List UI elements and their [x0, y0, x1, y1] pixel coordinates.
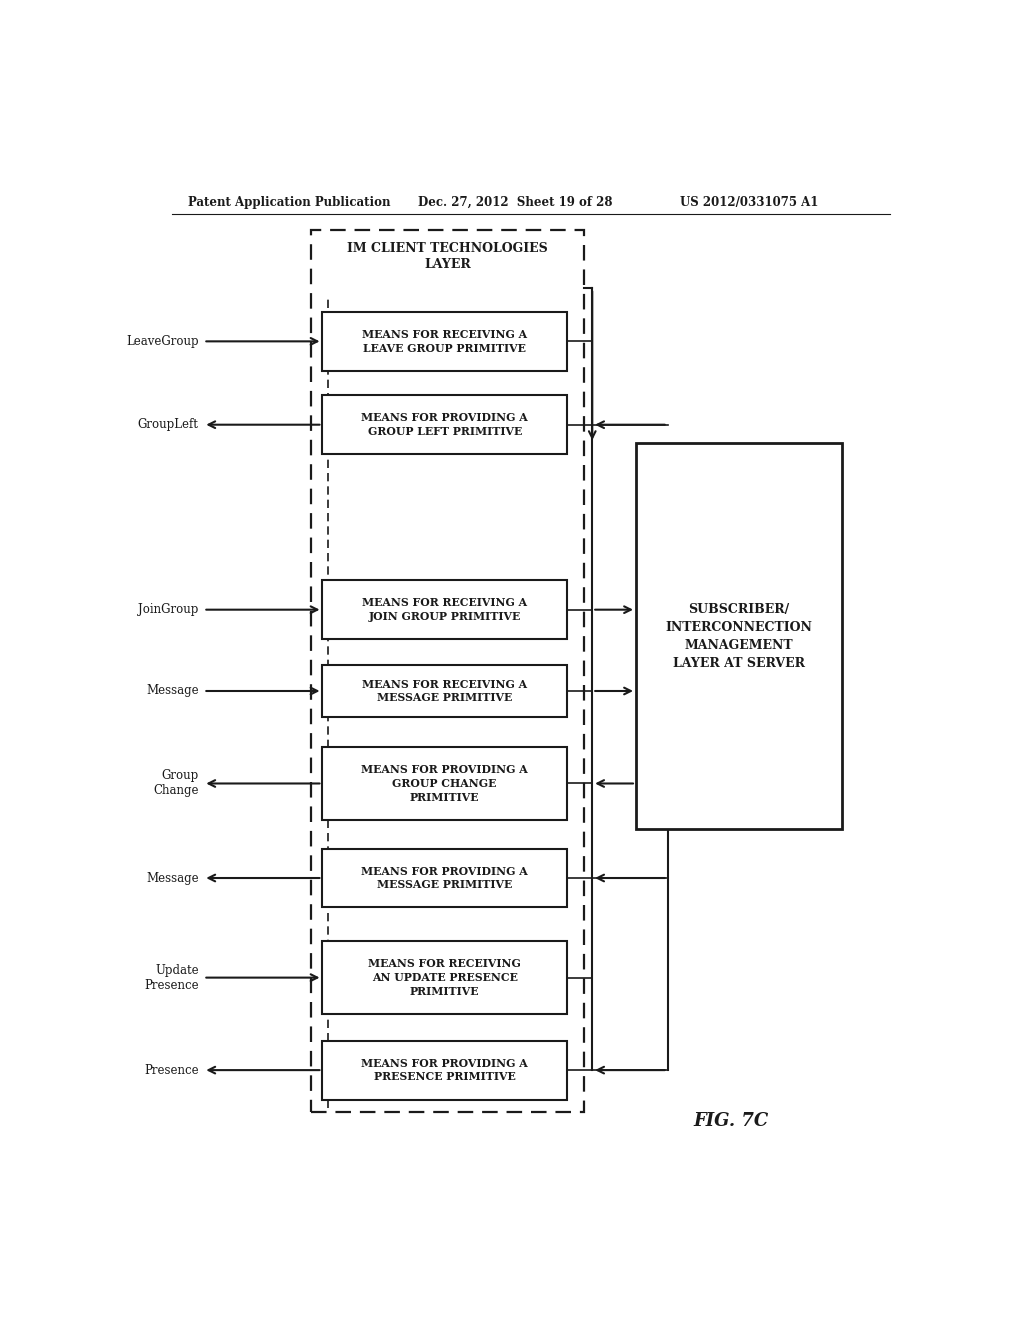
Text: MEANS FOR PROVIDING A
GROUP LEFT PRIMITIVE: MEANS FOR PROVIDING A GROUP LEFT PRIMITI… [361, 412, 528, 437]
Text: Patent Application Publication: Patent Application Publication [187, 195, 390, 209]
Text: MEANS FOR PROVIDING A
PRESENCE PRIMITIVE: MEANS FOR PROVIDING A PRESENCE PRIMITIVE [361, 1057, 528, 1082]
Text: Message: Message [146, 685, 199, 697]
Bar [323, 581, 567, 639]
Bar [636, 444, 842, 829]
Text: Message: Message [146, 871, 199, 884]
Text: US 2012/0331075 A1: US 2012/0331075 A1 [680, 195, 818, 209]
Text: MEANS FOR RECEIVING A
JOIN GROUP PRIMITIVE: MEANS FOR RECEIVING A JOIN GROUP PRIMITI… [362, 598, 527, 622]
Bar [323, 395, 567, 454]
Bar [323, 747, 567, 820]
Bar [323, 849, 567, 907]
Text: GroupLeft: GroupLeft [138, 418, 199, 432]
Text: SUBSCRIBER/
INTERCONNECTION
MANAGEMENT
LAYER AT SERVER: SUBSCRIBER/ INTERCONNECTION MANAGEMENT L… [666, 603, 812, 669]
Bar [323, 312, 567, 371]
Text: MEANS FOR PROVIDING A
GROUP CHANGE
PRIMITIVE: MEANS FOR PROVIDING A GROUP CHANGE PRIMI… [361, 764, 528, 803]
Text: MEANS FOR RECEIVING
AN UPDATE PRESENCE
PRIMITIVE: MEANS FOR RECEIVING AN UPDATE PRESENCE P… [369, 958, 521, 997]
Text: LeaveGroup: LeaveGroup [126, 335, 199, 348]
Text: JoinGroup: JoinGroup [138, 603, 199, 616]
Text: Dec. 27, 2012  Sheet 19 of 28: Dec. 27, 2012 Sheet 19 of 28 [418, 195, 612, 209]
Bar [323, 664, 567, 718]
Text: MEANS FOR RECEIVING A
LEAVE GROUP PRIMITIVE: MEANS FOR RECEIVING A LEAVE GROUP PRIMIT… [362, 329, 527, 354]
Text: MEANS FOR RECEIVING A
MESSAGE PRIMITIVE: MEANS FOR RECEIVING A MESSAGE PRIMITIVE [362, 678, 527, 704]
Bar [310, 230, 585, 1111]
Text: MEANS FOR PROVIDING A
MESSAGE PRIMITIVE: MEANS FOR PROVIDING A MESSAGE PRIMITIVE [361, 866, 528, 891]
Bar [323, 941, 567, 1014]
Text: Presence: Presence [144, 1064, 199, 1077]
Bar [323, 1040, 567, 1100]
Text: Update
Presence: Update Presence [144, 964, 199, 991]
Text: Group
Change: Group Change [154, 770, 199, 797]
Text: IM CLIENT TECHNOLOGIES
LAYER: IM CLIENT TECHNOLOGIES LAYER [347, 242, 548, 271]
Text: FIG. 7C: FIG. 7C [693, 1111, 769, 1130]
